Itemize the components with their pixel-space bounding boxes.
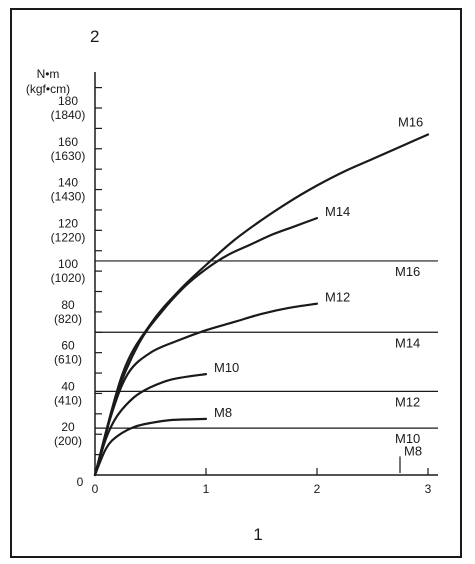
series-line-m16: [93, 133, 430, 477]
y-tick-label-primary: 40: [61, 379, 75, 393]
corner-label-top: 2: [90, 27, 99, 46]
y-tick-label-primary: 140: [58, 176, 78, 190]
series-label-m14: M14: [325, 204, 350, 219]
series-line-m8: [93, 417, 208, 477]
y-tick-label-primary: 20: [61, 420, 75, 434]
y-tick-label-secondary: (820): [54, 312, 82, 326]
y-tick-label-secondary: (1020): [51, 271, 86, 285]
series-line-m10: [93, 373, 208, 477]
series-label-m16: M16: [398, 115, 423, 130]
y-tick-label-primary: 120: [58, 216, 78, 230]
reference-label-m16: M16: [395, 264, 420, 279]
reference-label-m8: M8: [404, 443, 422, 458]
y-tick-label-secondary: (1430): [51, 190, 86, 204]
y-origin-label: 0: [77, 475, 84, 489]
x-tick-label: 0: [92, 482, 99, 496]
series-label-m10: M10: [214, 360, 239, 375]
y-tick-label-secondary: (1630): [51, 149, 86, 163]
x-tick-label: 1: [203, 482, 210, 496]
reference-label-m10: M10: [395, 431, 420, 446]
y-tick-label-secondary: (1840): [51, 108, 86, 122]
y-unit-primary: N•m: [37, 67, 60, 81]
chart-frame: [10, 8, 462, 558]
y-tick-label-secondary: (410): [54, 393, 82, 407]
y-tick-label-primary: 80: [61, 298, 75, 312]
y-tick-label-secondary: (200): [54, 434, 82, 448]
series-label-m8: M8: [214, 405, 232, 420]
corner-label-bottom: 1: [253, 525, 262, 544]
y-tick-label-secondary: (610): [54, 353, 82, 367]
y-tick-label-primary: 60: [61, 339, 75, 353]
reference-label-m12: M12: [395, 394, 420, 409]
y-unit-secondary: (kgf•cm): [26, 82, 70, 96]
series-line-m14: [93, 217, 319, 477]
reference-label-m14: M14: [395, 335, 420, 350]
y-tick-label-primary: 100: [58, 257, 78, 271]
x-tick-label: 3: [425, 482, 432, 496]
y-tick-label-primary: 180: [58, 94, 78, 108]
series-label-m12: M12: [325, 290, 350, 305]
series-line-m12: [93, 302, 319, 477]
y-tick-label-primary: 160: [58, 135, 78, 149]
y-tick-label-secondary: (1220): [51, 230, 86, 244]
x-tick-label: 2: [314, 482, 321, 496]
